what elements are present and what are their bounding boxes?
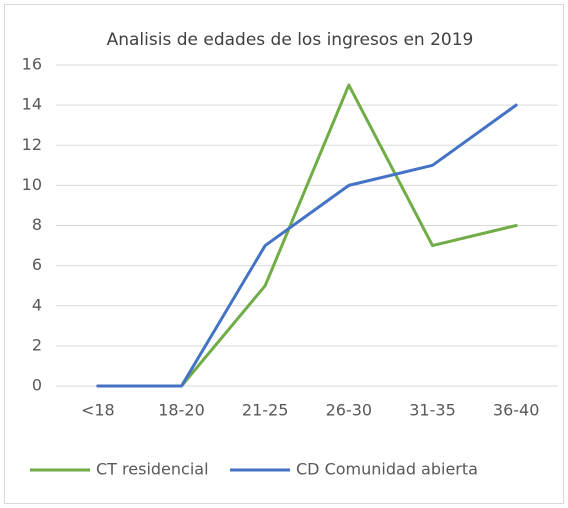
legend-label: CD Comunidad abierta [296,460,478,479]
x-tick-label: <18 [81,401,115,420]
x-tick-label: 31-35 [409,401,456,420]
y-tick-label: 0 [32,376,42,395]
y-tick-label: 6 [32,255,42,274]
series-line [96,103,518,388]
chart-border [4,4,564,504]
legend-label: CT residencial [96,460,209,479]
y-tick-label: 4 [32,295,42,314]
x-tick-label: 26-30 [326,401,373,420]
x-tick-label: 36-40 [493,401,540,420]
y-tick-label: 2 [32,335,42,354]
y-tick-label: 12 [22,135,42,154]
chart-title: Analisis de edades de los ingresos en 20… [107,30,474,50]
x-tick-label: 21-25 [242,401,289,420]
y-tick-label: 10 [22,175,42,194]
x-tick-label: 18-20 [158,401,205,420]
y-tick-label: 14 [22,95,42,114]
y-tick-label: 8 [32,215,42,234]
y-tick-label: 16 [22,55,42,74]
